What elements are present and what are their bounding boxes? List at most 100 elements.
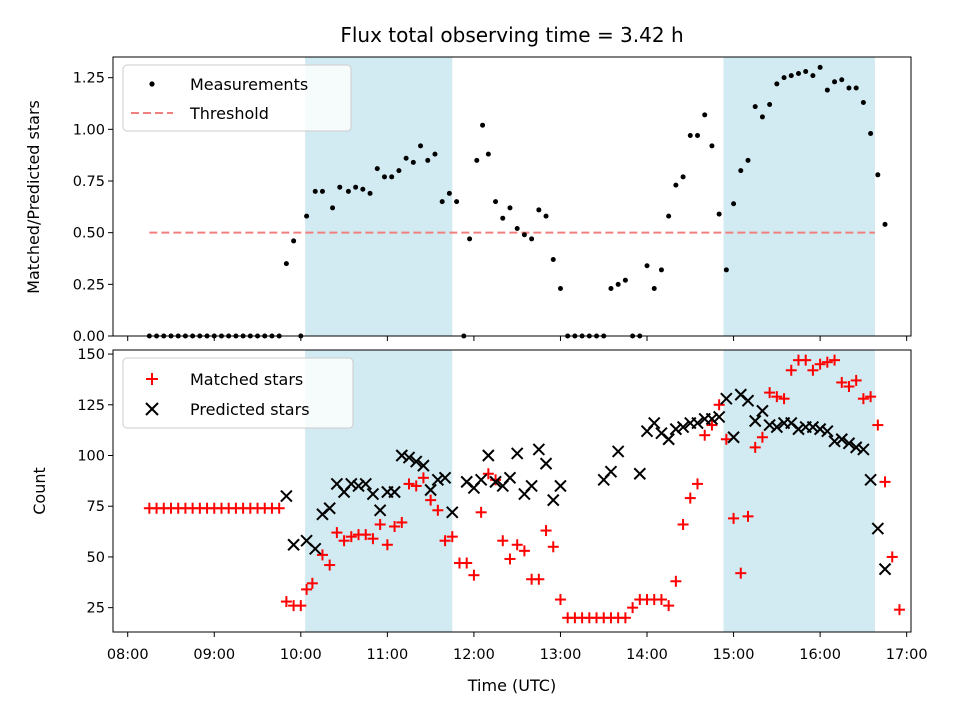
measurement-point bbox=[716, 211, 722, 217]
predicted-star-point bbox=[539, 457, 553, 470]
cross-b bbox=[741, 394, 755, 407]
cross-b bbox=[756, 404, 769, 418]
cross-b bbox=[431, 473, 445, 487]
top-y-ticks: 0.00 0.25 0.50 0.75 1.00 1.25 bbox=[73, 71, 113, 345]
cross-b bbox=[611, 445, 625, 458]
measurement-point bbox=[389, 174, 395, 180]
matched-star-point bbox=[829, 354, 841, 366]
matched-star-point bbox=[374, 518, 386, 530]
matched-star-point bbox=[764, 387, 776, 399]
bottom-x-ticks: 08:00 09:00 10:00 11:00 12:00 13:00 14:00 15:00… bbox=[107, 632, 928, 663]
matched-star-point bbox=[706, 419, 718, 431]
cross-b bbox=[438, 471, 452, 485]
measurement-point bbox=[695, 133, 701, 139]
predicted-star-point bbox=[417, 459, 430, 472]
measurement-point bbox=[514, 226, 520, 232]
predicted-star-point bbox=[287, 538, 300, 551]
predicted-star-point bbox=[633, 467, 647, 480]
matched-star-point bbox=[785, 364, 797, 376]
predicted-star-point bbox=[878, 562, 892, 576]
top-x-ticks bbox=[127, 336, 908, 341]
predicted-star-point bbox=[366, 487, 380, 501]
measurement-point bbox=[396, 168, 402, 174]
matched-star-point bbox=[461, 557, 473, 569]
measurement-point bbox=[702, 112, 708, 118]
matched-star-point bbox=[475, 506, 487, 518]
bottom-legend: Matched stars Predicted stars bbox=[122, 357, 354, 429]
cross-b bbox=[792, 422, 805, 436]
predicted-star-point bbox=[821, 424, 834, 438]
measurement-point bbox=[536, 207, 542, 213]
predicted-star-point bbox=[770, 420, 784, 434]
measurement-point bbox=[738, 168, 744, 174]
measurement-point bbox=[557, 285, 563, 291]
predicted-star-point bbox=[712, 410, 726, 424]
matched-star-point bbox=[518, 545, 530, 557]
predicted-star-point bbox=[849, 441, 863, 454]
cross-b bbox=[300, 534, 313, 547]
measurement-point bbox=[521, 232, 527, 238]
matched-star-point bbox=[692, 478, 704, 490]
cross-b bbox=[446, 506, 459, 519]
legend-measurements-label: Measurements bbox=[190, 75, 308, 94]
measurement-point bbox=[485, 151, 491, 157]
x-tick-label: 11:00 bbox=[366, 647, 408, 663]
measurement-point bbox=[803, 68, 809, 74]
legend-predicted-label: Predicted stars bbox=[190, 400, 310, 419]
cross-b bbox=[770, 420, 784, 434]
cross-b bbox=[633, 467, 647, 480]
measurement-point bbox=[367, 190, 373, 196]
cross-b bbox=[395, 449, 408, 462]
matched-star-point bbox=[468, 569, 480, 581]
predicted-star-point bbox=[691, 416, 704, 430]
measurement-point bbox=[767, 102, 773, 108]
cross-b bbox=[648, 416, 661, 430]
predicted-star-point bbox=[648, 416, 661, 430]
matched-star-point bbox=[850, 374, 862, 386]
measurement-point bbox=[644, 263, 650, 269]
y-tick-label: 0.50 bbox=[73, 226, 105, 242]
cross-b bbox=[525, 479, 538, 493]
predicted-star-point bbox=[359, 477, 372, 491]
matched-star-point bbox=[295, 600, 307, 612]
top-y-axis-label: Matched/Predicted stars bbox=[24, 100, 43, 294]
predicted-star-point bbox=[792, 422, 805, 436]
predicted-star-point bbox=[749, 414, 762, 428]
predicted-star-point bbox=[503, 471, 517, 485]
matched-star-point bbox=[843, 381, 855, 393]
measurement-point bbox=[832, 79, 838, 85]
matched-star-point bbox=[670, 575, 682, 587]
predicted-star-point bbox=[763, 418, 776, 432]
predicted-star-point bbox=[438, 471, 452, 485]
predicted-star-point bbox=[554, 479, 567, 493]
matched-star-point bbox=[619, 612, 631, 624]
matched-star-point bbox=[663, 600, 675, 612]
measurement-point bbox=[687, 133, 693, 139]
measurement-point bbox=[781, 75, 787, 81]
predicted-star-point bbox=[280, 489, 293, 503]
matched-star-point bbox=[742, 510, 754, 522]
cross-b bbox=[424, 483, 437, 497]
predicted-star-point bbox=[395, 449, 408, 462]
measurement-point bbox=[432, 151, 438, 157]
predicted-star-point bbox=[842, 437, 856, 450]
ratio-panel: 0.00 0.25 0.50 0.75 1.00 1.25 Matched/Predict… bbox=[24, 56, 912, 345]
measurement-point bbox=[745, 157, 751, 163]
predicted-star-point bbox=[482, 449, 495, 462]
measurement-point bbox=[337, 184, 343, 190]
cross-b bbox=[835, 433, 848, 446]
measurement-point bbox=[752, 104, 758, 110]
matched-star-point bbox=[280, 596, 292, 608]
matched-star-point bbox=[511, 539, 523, 551]
measurement-point bbox=[446, 190, 452, 196]
measurement-point bbox=[824, 87, 830, 93]
measurement-point bbox=[723, 267, 729, 273]
cross-b bbox=[388, 485, 401, 499]
cross-b bbox=[720, 392, 733, 405]
measurement-point bbox=[882, 221, 888, 227]
matched-star-point bbox=[432, 504, 444, 516]
matched-stars-points bbox=[143, 354, 905, 624]
predicted-star-point bbox=[727, 431, 740, 444]
matched-star-point bbox=[807, 364, 819, 376]
x-tick-label: 13:00 bbox=[540, 647, 582, 663]
